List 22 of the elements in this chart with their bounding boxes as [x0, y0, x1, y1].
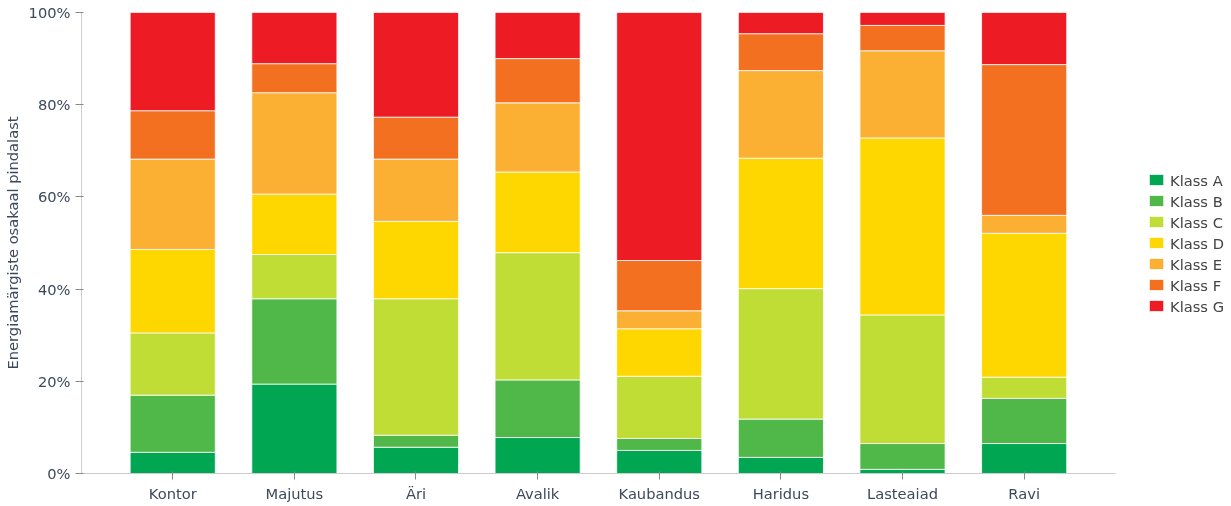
- x-tick-label: Kaubandus: [618, 484, 700, 502]
- legend-label: Klass E: [1170, 255, 1222, 272]
- y-tick-label: 0%: [47, 465, 71, 482]
- x-tick-label: Majutus: [265, 484, 324, 502]
- legend-label: Klass B: [1170, 192, 1223, 209]
- y-tick-label: 40%: [37, 280, 71, 298]
- y-axis-title: Energiamärgiste osakaal pindalast: [3, 116, 21, 370]
- x-tick-label: Ravi: [1008, 484, 1040, 502]
- x-tick-label: Haridus: [752, 484, 810, 502]
- y-tick-label: 100%: [28, 4, 71, 21]
- legend-label: Klass C: [1170, 213, 1223, 230]
- legend-label: Klass A: [1170, 171, 1223, 188]
- legend-label: Klass G: [1170, 297, 1224, 314]
- x-tick-label: Äri: [405, 484, 427, 502]
- x-tick-label: Kontor: [148, 484, 198, 502]
- y-tick-label: 20%: [37, 372, 71, 390]
- y-tick-label: 60%: [37, 188, 71, 206]
- y-tick-label: 80%: [37, 96, 71, 114]
- x-tick-label: Avalik: [515, 484, 560, 502]
- x-tick-label: Lasteaiad: [867, 484, 938, 502]
- legend-label: Klass D: [1170, 234, 1224, 251]
- legend-label: Klass F: [1170, 276, 1222, 293]
